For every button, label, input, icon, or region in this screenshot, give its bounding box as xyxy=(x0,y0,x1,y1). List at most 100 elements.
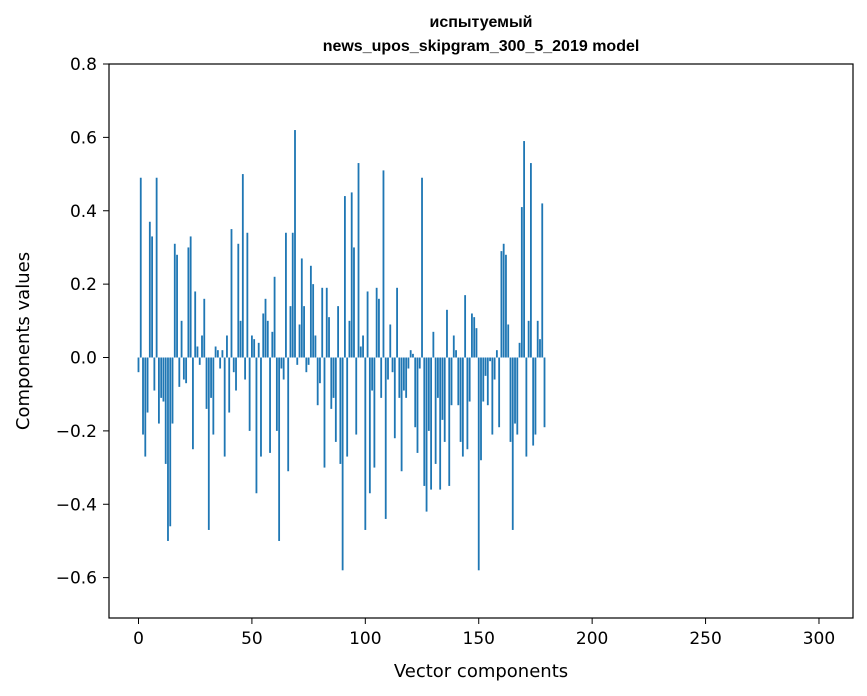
bar-172 xyxy=(527,320,530,358)
bar-111 xyxy=(389,324,392,358)
bar-114 xyxy=(396,287,398,358)
bar-176 xyxy=(536,320,539,358)
bar-74 xyxy=(305,357,308,373)
bar-158 xyxy=(495,350,498,358)
bar-134 xyxy=(441,357,444,420)
bar-0 xyxy=(137,357,140,373)
bar-38 xyxy=(223,357,226,457)
bar-24 xyxy=(192,357,194,450)
y-tick-label: −0.6 xyxy=(56,569,97,589)
bar-119 xyxy=(407,357,410,369)
bar-140 xyxy=(455,350,457,358)
bar-37 xyxy=(221,350,224,358)
bar-55 xyxy=(262,313,265,358)
bar-97 xyxy=(357,163,360,358)
bar-125 xyxy=(421,177,423,358)
bar-22 xyxy=(187,247,190,358)
x-axis-ticks: 0 50 100 150 200 250 300 xyxy=(133,618,835,649)
bar-115 xyxy=(398,357,401,398)
bar-71 xyxy=(298,324,301,358)
bar-146 xyxy=(468,357,471,402)
bar-48 xyxy=(246,232,249,358)
bar-161 xyxy=(502,243,505,358)
bar-164 xyxy=(509,357,512,442)
bar-178 xyxy=(541,203,544,358)
bar-156 xyxy=(491,357,494,435)
bar-83 xyxy=(325,287,328,358)
bar-148 xyxy=(473,317,476,358)
bar-35 xyxy=(216,350,219,358)
bar-20 xyxy=(182,357,185,380)
plot-frame xyxy=(108,63,854,619)
bar-12 xyxy=(164,357,167,464)
bar-5 xyxy=(148,221,151,358)
bar-33 xyxy=(212,357,215,435)
bar-120 xyxy=(409,350,412,358)
bar-70 xyxy=(296,357,299,365)
bar-80 xyxy=(319,357,321,384)
bars-group xyxy=(137,130,546,571)
bar-56 xyxy=(264,298,267,358)
bar-106 xyxy=(378,298,380,358)
bar-132 xyxy=(436,357,439,398)
bar-72 xyxy=(300,258,303,358)
bar-7 xyxy=(153,357,156,391)
bar-126 xyxy=(423,357,426,486)
bar-10 xyxy=(160,357,163,398)
bar-160 xyxy=(500,251,503,358)
bar-103 xyxy=(371,357,374,391)
bar-144 xyxy=(464,295,467,358)
bar-63 xyxy=(280,357,283,369)
bar-92 xyxy=(346,357,349,457)
bar-167 xyxy=(516,357,519,435)
bar-73 xyxy=(303,306,305,358)
bar-89 xyxy=(339,357,342,464)
bar-81 xyxy=(321,287,324,358)
bar-88 xyxy=(337,306,340,358)
x-tick-label: 100 xyxy=(349,629,381,649)
bar-44 xyxy=(237,243,240,358)
y-tick-label: 0.4 xyxy=(70,202,97,222)
bar-145 xyxy=(466,357,469,450)
bar-46 xyxy=(241,174,244,358)
bar-168 xyxy=(518,342,521,358)
bar-78 xyxy=(314,335,317,358)
bar-42 xyxy=(232,357,235,373)
bar-131 xyxy=(434,357,437,464)
bar-105 xyxy=(375,287,378,358)
bar-149 xyxy=(475,328,478,358)
bar-98 xyxy=(359,346,362,358)
bar-127 xyxy=(425,357,428,512)
bar-179 xyxy=(543,357,546,428)
bar-34 xyxy=(214,346,217,358)
bar-43 xyxy=(235,357,237,391)
bar-68 xyxy=(291,232,294,358)
bar-61 xyxy=(275,357,278,431)
bar-100 xyxy=(364,357,367,530)
bar-47 xyxy=(244,357,247,380)
bar-40 xyxy=(228,357,231,413)
x-tick-label: 300 xyxy=(803,629,835,649)
bar-107 xyxy=(380,357,383,398)
bar-45 xyxy=(239,320,242,358)
bar-28 xyxy=(201,335,203,358)
bar-177 xyxy=(539,339,541,358)
bar-14 xyxy=(169,357,172,527)
bar-31 xyxy=(207,357,210,530)
bar-39 xyxy=(226,335,228,358)
bar-82 xyxy=(323,357,326,468)
bar-136 xyxy=(446,309,448,358)
bar-77 xyxy=(312,284,315,358)
bar-53 xyxy=(257,342,260,358)
bar-151 xyxy=(480,357,482,461)
bar-130 xyxy=(432,331,435,358)
bar-109 xyxy=(384,357,387,519)
bar-11 xyxy=(162,357,165,402)
bar-110 xyxy=(387,357,389,380)
bar-23 xyxy=(189,236,192,358)
bar-150 xyxy=(477,357,480,571)
bar-49 xyxy=(248,357,251,431)
bar-86 xyxy=(332,357,335,398)
y-axis-label: Components values xyxy=(13,252,34,430)
